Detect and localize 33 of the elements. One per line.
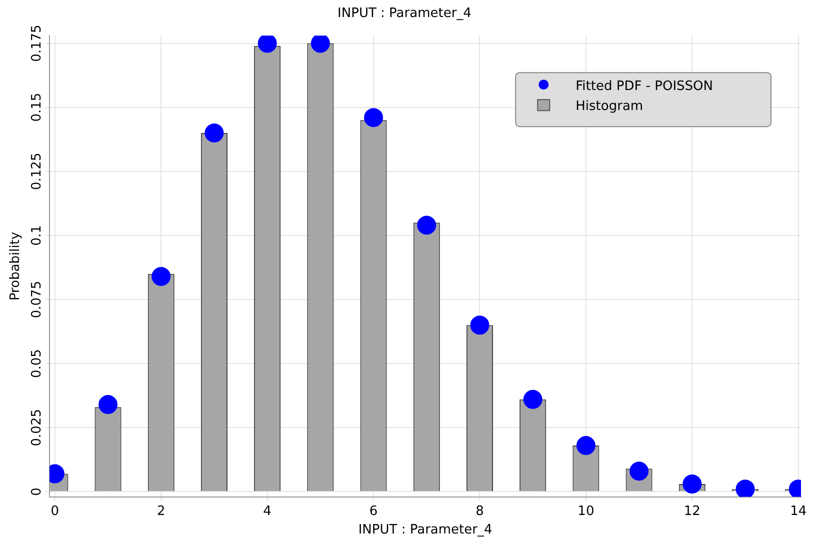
x-tick-label: 12 bbox=[684, 504, 700, 519]
point bbox=[98, 395, 118, 414]
legend-label: Histogram bbox=[576, 98, 644, 114]
point bbox=[576, 436, 596, 456]
y-tick-label: 0.025 bbox=[29, 409, 44, 446]
y-tick-label: 0.15 bbox=[29, 92, 44, 122]
x-tick-label: 4 bbox=[263, 504, 272, 519]
y-tick-label: 0.125 bbox=[29, 152, 44, 190]
point bbox=[417, 216, 436, 235]
point bbox=[204, 123, 224, 142]
x-tick-label: 10 bbox=[578, 504, 594, 519]
y-tick-label: 0.05 bbox=[29, 349, 44, 378]
point bbox=[523, 390, 542, 409]
point bbox=[364, 108, 384, 128]
point bbox=[310, 36, 330, 53]
x-tick-label: 8 bbox=[476, 504, 484, 519]
x-tick-label: 14 bbox=[790, 504, 807, 519]
chart-title: INPUT : Parameter_4 bbox=[338, 6, 472, 22]
point bbox=[736, 480, 755, 497]
x-tick-label: 0 bbox=[50, 504, 60, 519]
point bbox=[258, 36, 277, 53]
y-tick-label: 0.1 bbox=[29, 225, 44, 246]
point bbox=[682, 474, 702, 494]
x-tick-label: 6 bbox=[369, 504, 378, 519]
x-axis-title: INPUT : Parameter_4 bbox=[358, 522, 492, 538]
point bbox=[470, 316, 490, 335]
y-axis-title: Probability bbox=[8, 232, 24, 301]
legend-label: Fitted PDF - POISSON bbox=[576, 78, 714, 94]
y-tick-label: 0.075 bbox=[29, 280, 44, 318]
y-tick-label: 0.175 bbox=[29, 24, 44, 62]
y-tick-label: 0 bbox=[29, 488, 44, 496]
point bbox=[152, 266, 171, 286]
x-tick-label: 2 bbox=[156, 504, 166, 519]
